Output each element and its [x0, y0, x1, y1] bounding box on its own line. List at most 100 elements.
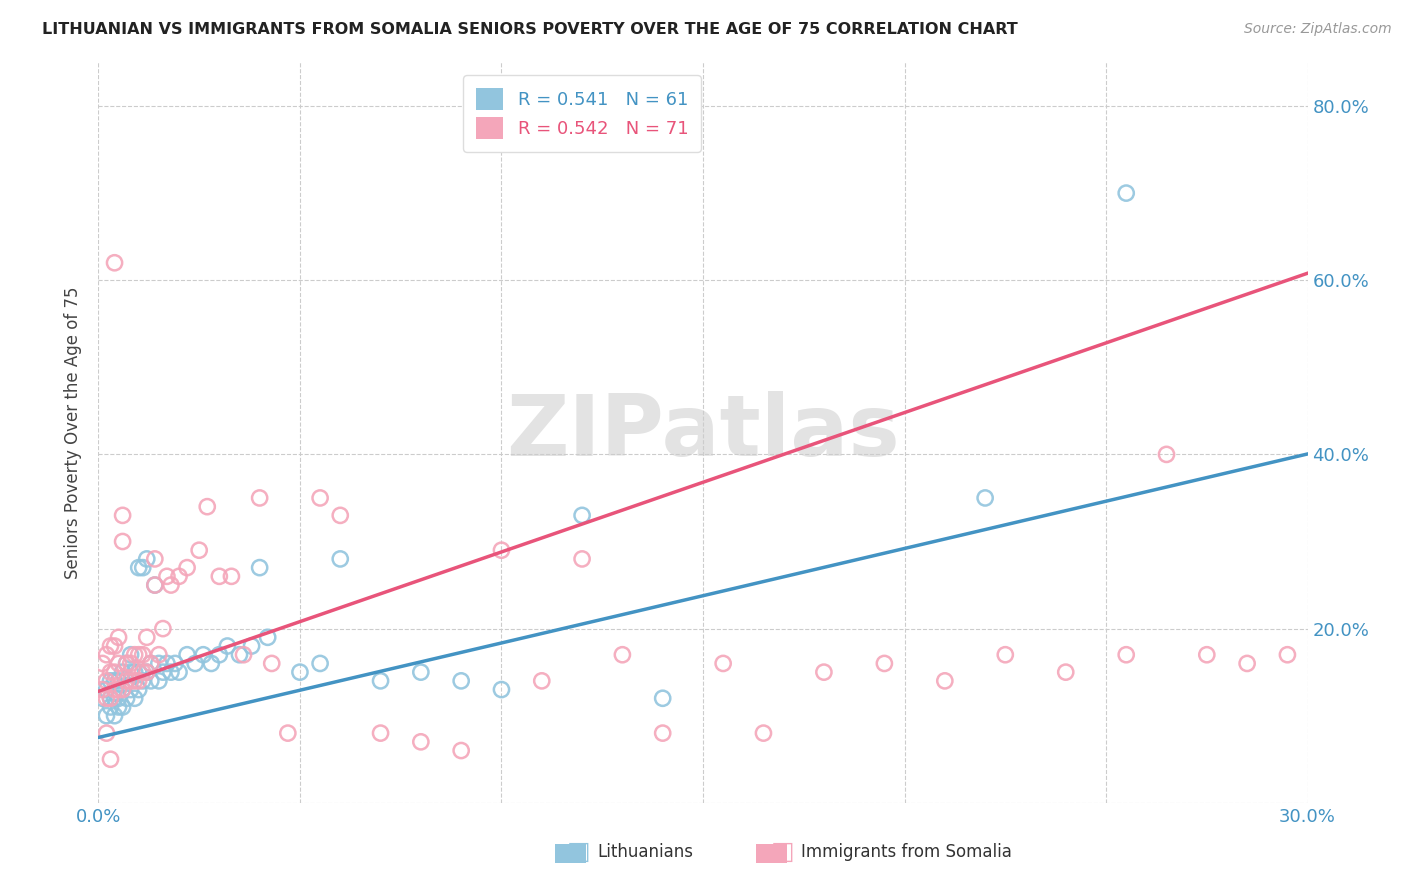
Point	[329, 508, 352, 523]
Point	[1115, 648, 1137, 662]
Point	[111, 682, 134, 697]
Point	[115, 673, 138, 688]
Point	[115, 657, 138, 671]
Point	[135, 552, 157, 566]
Point	[96, 648, 118, 662]
Point	[115, 691, 138, 706]
Point	[176, 648, 198, 662]
Point	[1156, 447, 1178, 461]
Point	[491, 543, 513, 558]
Point	[277, 726, 299, 740]
Point	[96, 673, 118, 688]
Point	[111, 534, 134, 549]
Point	[124, 665, 146, 680]
Point	[107, 630, 129, 644]
Point	[208, 648, 231, 662]
Point	[103, 256, 125, 270]
Point	[200, 657, 222, 671]
Point	[96, 726, 118, 740]
Point	[120, 682, 142, 697]
Point	[100, 665, 122, 680]
Point	[107, 700, 129, 714]
Point	[256, 630, 278, 644]
Point	[148, 673, 170, 688]
Point	[128, 648, 150, 662]
Point	[193, 648, 215, 662]
Point	[711, 657, 734, 671]
Point	[124, 648, 146, 662]
Point	[132, 648, 155, 662]
Point	[217, 639, 239, 653]
Point	[249, 491, 271, 505]
Point	[571, 552, 593, 566]
Point	[107, 657, 129, 671]
Point	[107, 691, 129, 706]
Point	[132, 560, 155, 574]
Point	[120, 657, 142, 671]
Point	[148, 648, 170, 662]
Point	[100, 691, 122, 706]
Point	[156, 569, 179, 583]
Point	[103, 673, 125, 688]
Point	[309, 491, 332, 505]
Point	[167, 665, 190, 680]
Point	[974, 491, 997, 505]
Point	[1236, 657, 1258, 671]
Point	[409, 735, 432, 749]
Point	[120, 673, 142, 688]
Point	[571, 508, 593, 523]
Point	[100, 691, 122, 706]
Legend: R = 0.541   N = 61, R = 0.542   N = 71: R = 0.541 N = 61, R = 0.542 N = 71	[464, 75, 700, 152]
Point	[143, 578, 166, 592]
Point	[103, 639, 125, 653]
Text: LITHUANIAN VS IMMIGRANTS FROM SOMALIA SENIORS POVERTY OVER THE AGE OF 75 CORRELA: LITHUANIAN VS IMMIGRANTS FROM SOMALIA SE…	[42, 22, 1018, 37]
Point	[288, 665, 311, 680]
Point	[115, 657, 138, 671]
Point	[309, 657, 332, 671]
Point	[96, 708, 118, 723]
Point	[160, 578, 183, 592]
Point	[128, 673, 150, 688]
Point	[934, 673, 956, 688]
Point	[994, 648, 1017, 662]
Point	[124, 691, 146, 706]
Point	[139, 657, 162, 671]
Y-axis label: Seniors Poverty Over the Age of 75: Seniors Poverty Over the Age of 75	[65, 286, 83, 579]
Point	[156, 657, 179, 671]
Point	[530, 673, 553, 688]
Point	[232, 648, 254, 662]
Point	[188, 543, 211, 558]
Point	[184, 657, 207, 671]
Point	[370, 673, 392, 688]
Text: ZIPatlas: ZIPatlas	[506, 391, 900, 475]
Point	[651, 691, 673, 706]
Point	[128, 560, 150, 574]
Text: Lithuanians: Lithuanians	[598, 843, 693, 861]
Point	[873, 657, 896, 671]
Point	[450, 743, 472, 757]
Point	[195, 500, 218, 514]
Point	[813, 665, 835, 680]
Point	[135, 665, 157, 680]
Point	[107, 682, 129, 697]
Point	[124, 673, 146, 688]
Point	[100, 700, 122, 714]
Point	[160, 665, 183, 680]
Point	[139, 673, 162, 688]
Point	[103, 691, 125, 706]
Point	[111, 700, 134, 714]
Point	[100, 673, 122, 688]
Point	[111, 508, 134, 523]
Point	[651, 726, 673, 740]
Point	[260, 657, 283, 671]
Point	[128, 665, 150, 680]
Point	[1054, 665, 1077, 680]
Point	[409, 665, 432, 680]
Point	[163, 657, 186, 671]
Point	[135, 630, 157, 644]
Point	[152, 665, 174, 680]
Point	[103, 665, 125, 680]
Point	[240, 639, 263, 653]
Point	[107, 673, 129, 688]
Point	[111, 665, 134, 680]
